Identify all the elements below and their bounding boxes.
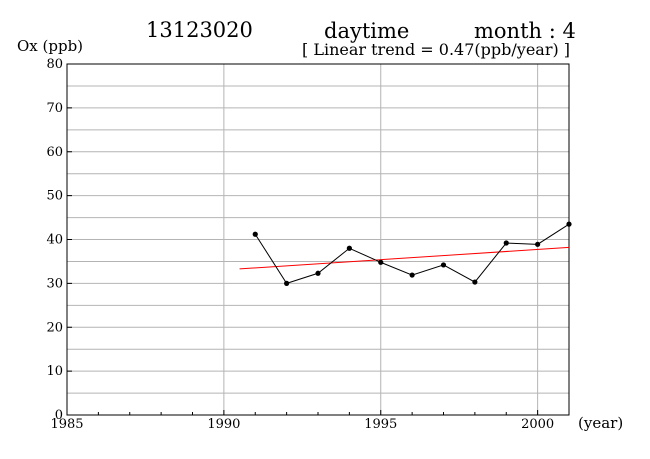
y-tick-label: 50 [46,189,63,204]
y-axis-label: Ox (ppb) [17,37,84,55]
data-point [503,240,509,246]
chart-title-period: daytime [324,19,410,43]
x-axis-label: (year) [578,414,624,432]
data-point [378,259,384,265]
y-tick-label: 20 [46,320,63,335]
y-tick-label: 60 [46,145,63,160]
data-point [315,270,321,276]
data-point [252,231,258,237]
chart-title-station: 13123020 [146,18,253,42]
x-tick-label: 2000 [521,417,554,432]
data-point [284,280,290,286]
x-tick-label: 1985 [50,417,83,432]
data-point [440,262,447,268]
y-tick-label: 0 [55,408,63,423]
x-tick-label: 1990 [207,417,240,432]
data-point [472,279,478,285]
chart-subtitle: [ Linear trend = 0.47(ppb/year) ] [302,40,571,59]
chart-title-month: month : 4 [474,19,576,43]
trend-line [239,246,570,270]
data-point [346,245,352,251]
x-tick-label: 1995 [364,417,397,432]
y-tick-label: 80 [46,57,63,72]
y-tick-label: 70 [46,101,63,116]
data-point [409,272,415,278]
y-tick-label: 10 [46,364,63,379]
y-tick-label: 40 [46,233,63,248]
data-point [566,221,572,227]
y-tick-label: 30 [46,276,63,291]
data-point [535,241,541,247]
